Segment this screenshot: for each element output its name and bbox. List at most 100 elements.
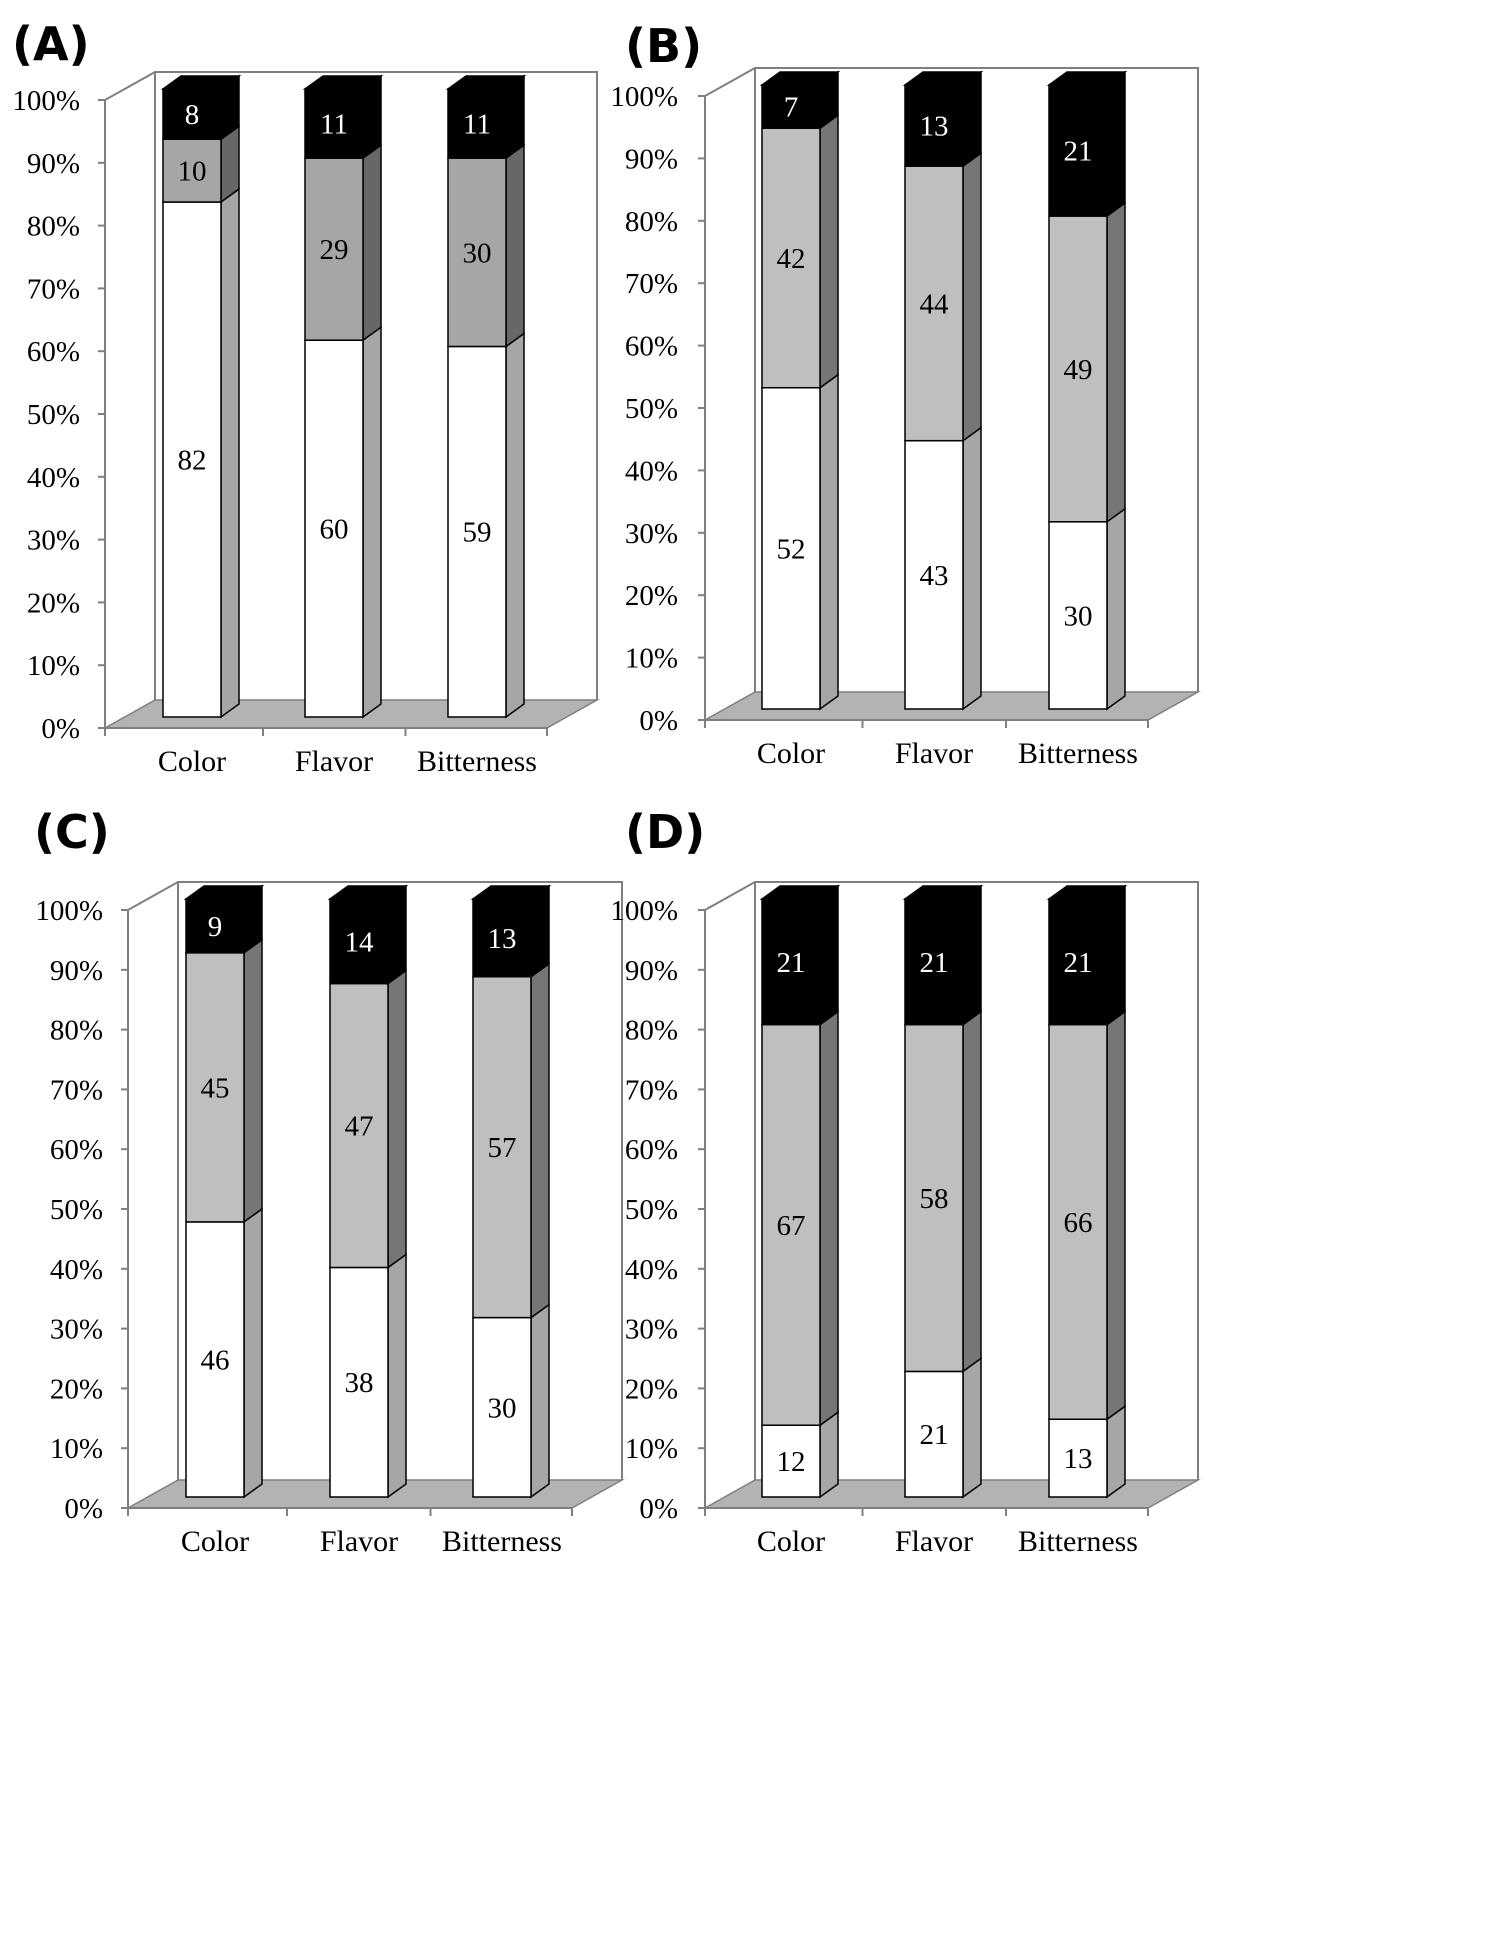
y-tick-label: 50% (50, 1194, 103, 1226)
bar-segment-middle (329, 982, 389, 1269)
bar-segment-middle (904, 1023, 964, 1373)
bar-top-face (160, 75, 242, 90)
data-label: 21 (777, 947, 806, 979)
data-label: 59 (463, 517, 492, 549)
bar-side-bottom (362, 325, 382, 719)
back-wall (754, 881, 1199, 1480)
back-wall (177, 881, 623, 1480)
data-label: 21 (1064, 947, 1093, 979)
bar-segment-bottom (761, 1424, 821, 1498)
data-label: 13 (488, 923, 517, 955)
bar-top-face (302, 75, 384, 90)
panel-label: (C) (34, 805, 110, 859)
y-tick-label: 40% (50, 1254, 103, 1286)
bar-side-bottom (505, 332, 525, 719)
data-label: 11 (320, 109, 348, 141)
x-tick-label: Flavor (320, 1525, 398, 1558)
axis-top-edge (704, 67, 756, 97)
x-tick-label: Color (158, 745, 226, 778)
data-label: 13 (920, 111, 949, 143)
bar-side-bottom (819, 373, 839, 711)
data-label: 21 (920, 1419, 949, 1451)
y-tick-label: 100% (35, 895, 103, 927)
x-tick-label: Bitterness (1018, 1525, 1138, 1558)
y-tick-label: 40% (625, 455, 678, 487)
y-tick-label: 0% (64, 1493, 103, 1525)
y-tick-label: 60% (625, 331, 678, 363)
bar-top-face (183, 885, 265, 900)
bar-side-middle (1106, 1010, 1126, 1421)
chart-panel-4: (D) 0% 10% 20% 30% 40% 50% 60% 70% 80% 90% 100% Colo… (610, 805, 1201, 1558)
y-tick-label: 40% (27, 462, 80, 494)
bar-top-face (902, 885, 984, 900)
y-tick-label: 10% (625, 1433, 678, 1465)
bar-side-bottom (1106, 1404, 1126, 1499)
bar-side-top (505, 74, 525, 160)
y-tick-label: 80% (625, 206, 678, 238)
y-tick-label: 50% (625, 393, 678, 425)
data-label: 21 (920, 947, 949, 979)
bar-top-face (445, 75, 527, 90)
y-tick-label: 10% (27, 650, 80, 682)
y-tick-label: 60% (27, 336, 80, 368)
x-tick-label: Flavor (295, 745, 373, 778)
y-tick-label: 70% (625, 1074, 678, 1106)
data-label: 38 (345, 1367, 374, 1399)
y-tick-label: 0% (639, 1493, 678, 1525)
data-label: 43 (920, 560, 949, 592)
bar-top-face (1046, 71, 1128, 86)
bar-segment-top (185, 898, 245, 954)
data-label: 11 (463, 109, 491, 141)
x-tick-label: Color (757, 1525, 825, 1558)
bar-side-middle (505, 143, 525, 348)
bar-segment-middle (1048, 215, 1108, 523)
data-label: 67 (777, 1210, 806, 1242)
y-tick-label: 60% (625, 1134, 678, 1166)
data-label: 21 (1064, 136, 1093, 168)
y-tick-label: 90% (625, 955, 678, 987)
bar-side-bottom (962, 426, 982, 711)
axis-top-edge (704, 881, 756, 911)
data-label: 8 (185, 99, 200, 131)
y-tick-label: 50% (625, 1194, 678, 1226)
chart-panel-3: (C) 0% 10% 20% 30% 40% 50% 60% 70% 80% 90% 100% Colo… (34, 805, 625, 1558)
bar-side-bottom (220, 187, 240, 719)
bar-segment-bottom (447, 345, 507, 718)
y-tick-label: 100% (12, 85, 80, 117)
data-label: 29 (320, 234, 349, 266)
bar-segment-top (472, 898, 532, 978)
y-tick-label: 50% (27, 399, 80, 431)
bar-segment-bottom (1048, 1418, 1108, 1498)
bar-top-face (902, 71, 984, 86)
bar-segment-top (904, 898, 964, 1026)
bar-segment-middle (162, 138, 222, 203)
y-tick-label: 20% (625, 1373, 678, 1405)
y-tick-label: 10% (50, 1433, 103, 1465)
bar-segment-bottom (472, 1316, 532, 1498)
data-label: 30 (463, 237, 492, 269)
bar-side-top (1106, 884, 1126, 1027)
bar-segment-middle (761, 1023, 821, 1426)
axis-top-edge (104, 71, 156, 101)
bar-side-bottom (387, 1252, 407, 1499)
y-tick-label: 80% (50, 1015, 103, 1047)
panel-label: (A) (12, 17, 90, 71)
bar-segment-middle (447, 157, 507, 348)
bar-top-face (1046, 885, 1128, 900)
bar-top-face (759, 885, 841, 900)
y-tick-label: 70% (27, 273, 80, 305)
bar-side-middle (819, 113, 839, 390)
back-wall (754, 67, 1199, 692)
data-label: 30 (488, 1392, 517, 1424)
bar-side-middle (243, 938, 263, 1224)
bar-segment-top (162, 88, 222, 140)
bar-segment-middle (304, 157, 364, 341)
y-tick-label: 0% (41, 713, 80, 745)
data-label: 44 (920, 288, 950, 320)
bar-top-face (327, 885, 409, 900)
data-label: 82 (178, 445, 207, 477)
bar-segment-top (1048, 84, 1108, 217)
y-tick-label: 90% (27, 148, 80, 180)
panel-label: (B) (625, 19, 702, 73)
